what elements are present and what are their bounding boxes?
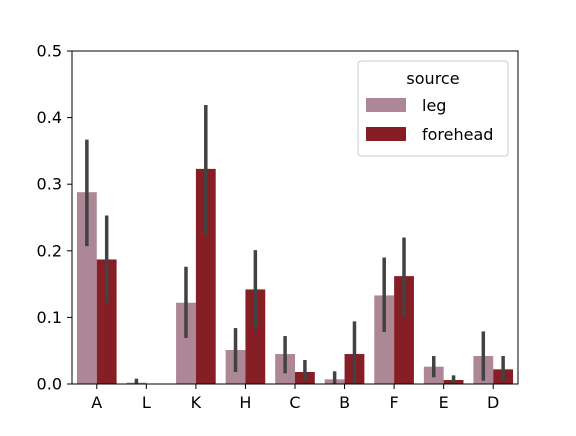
x-tick-label-B: B	[339, 393, 350, 412]
x-tick-label-E: E	[439, 393, 449, 412]
bar-forehead-H	[245, 289, 266, 384]
x-tick-label-K: K	[191, 393, 202, 412]
legend-label-leg: leg	[422, 96, 446, 115]
y-axis: 0.0 0.1 0.2 0.3 0.4 0.5	[37, 42, 72, 394]
bar-forehead-F	[394, 276, 414, 384]
y-tick-label: 0.3	[37, 175, 62, 194]
legend-label-forehead: forehead	[422, 125, 493, 144]
bar-leg-A	[76, 192, 97, 384]
legend-title: source	[406, 69, 459, 88]
x-tick-label-F: F	[390, 393, 399, 412]
y-tick-label: 0.5	[37, 42, 62, 61]
x-tick-label-D: D	[487, 393, 499, 412]
y-tick-label: 0.0	[37, 375, 62, 394]
x-tick-label-H: H	[239, 393, 251, 412]
bar-forehead-A	[96, 259, 117, 384]
legend-swatch-leg	[366, 98, 406, 112]
legend: source leg forehead	[357, 60, 509, 157]
legend-swatch-forehead	[366, 127, 406, 141]
y-tick-label: 0.1	[37, 308, 62, 327]
bar-leg-K	[176, 302, 196, 384]
x-tick-label-C: C	[289, 393, 300, 412]
bar-forehead-K	[195, 168, 216, 384]
x-tick-label-A: A	[91, 393, 102, 412]
error-bars-layer	[85, 104, 505, 384]
y-tick-label: 0.2	[37, 241, 62, 260]
bar-leg-F	[374, 295, 395, 384]
y-tick-label: 0.4	[37, 108, 62, 127]
x-tick-label-L: L	[142, 393, 151, 412]
bars-layer	[76, 168, 514, 384]
